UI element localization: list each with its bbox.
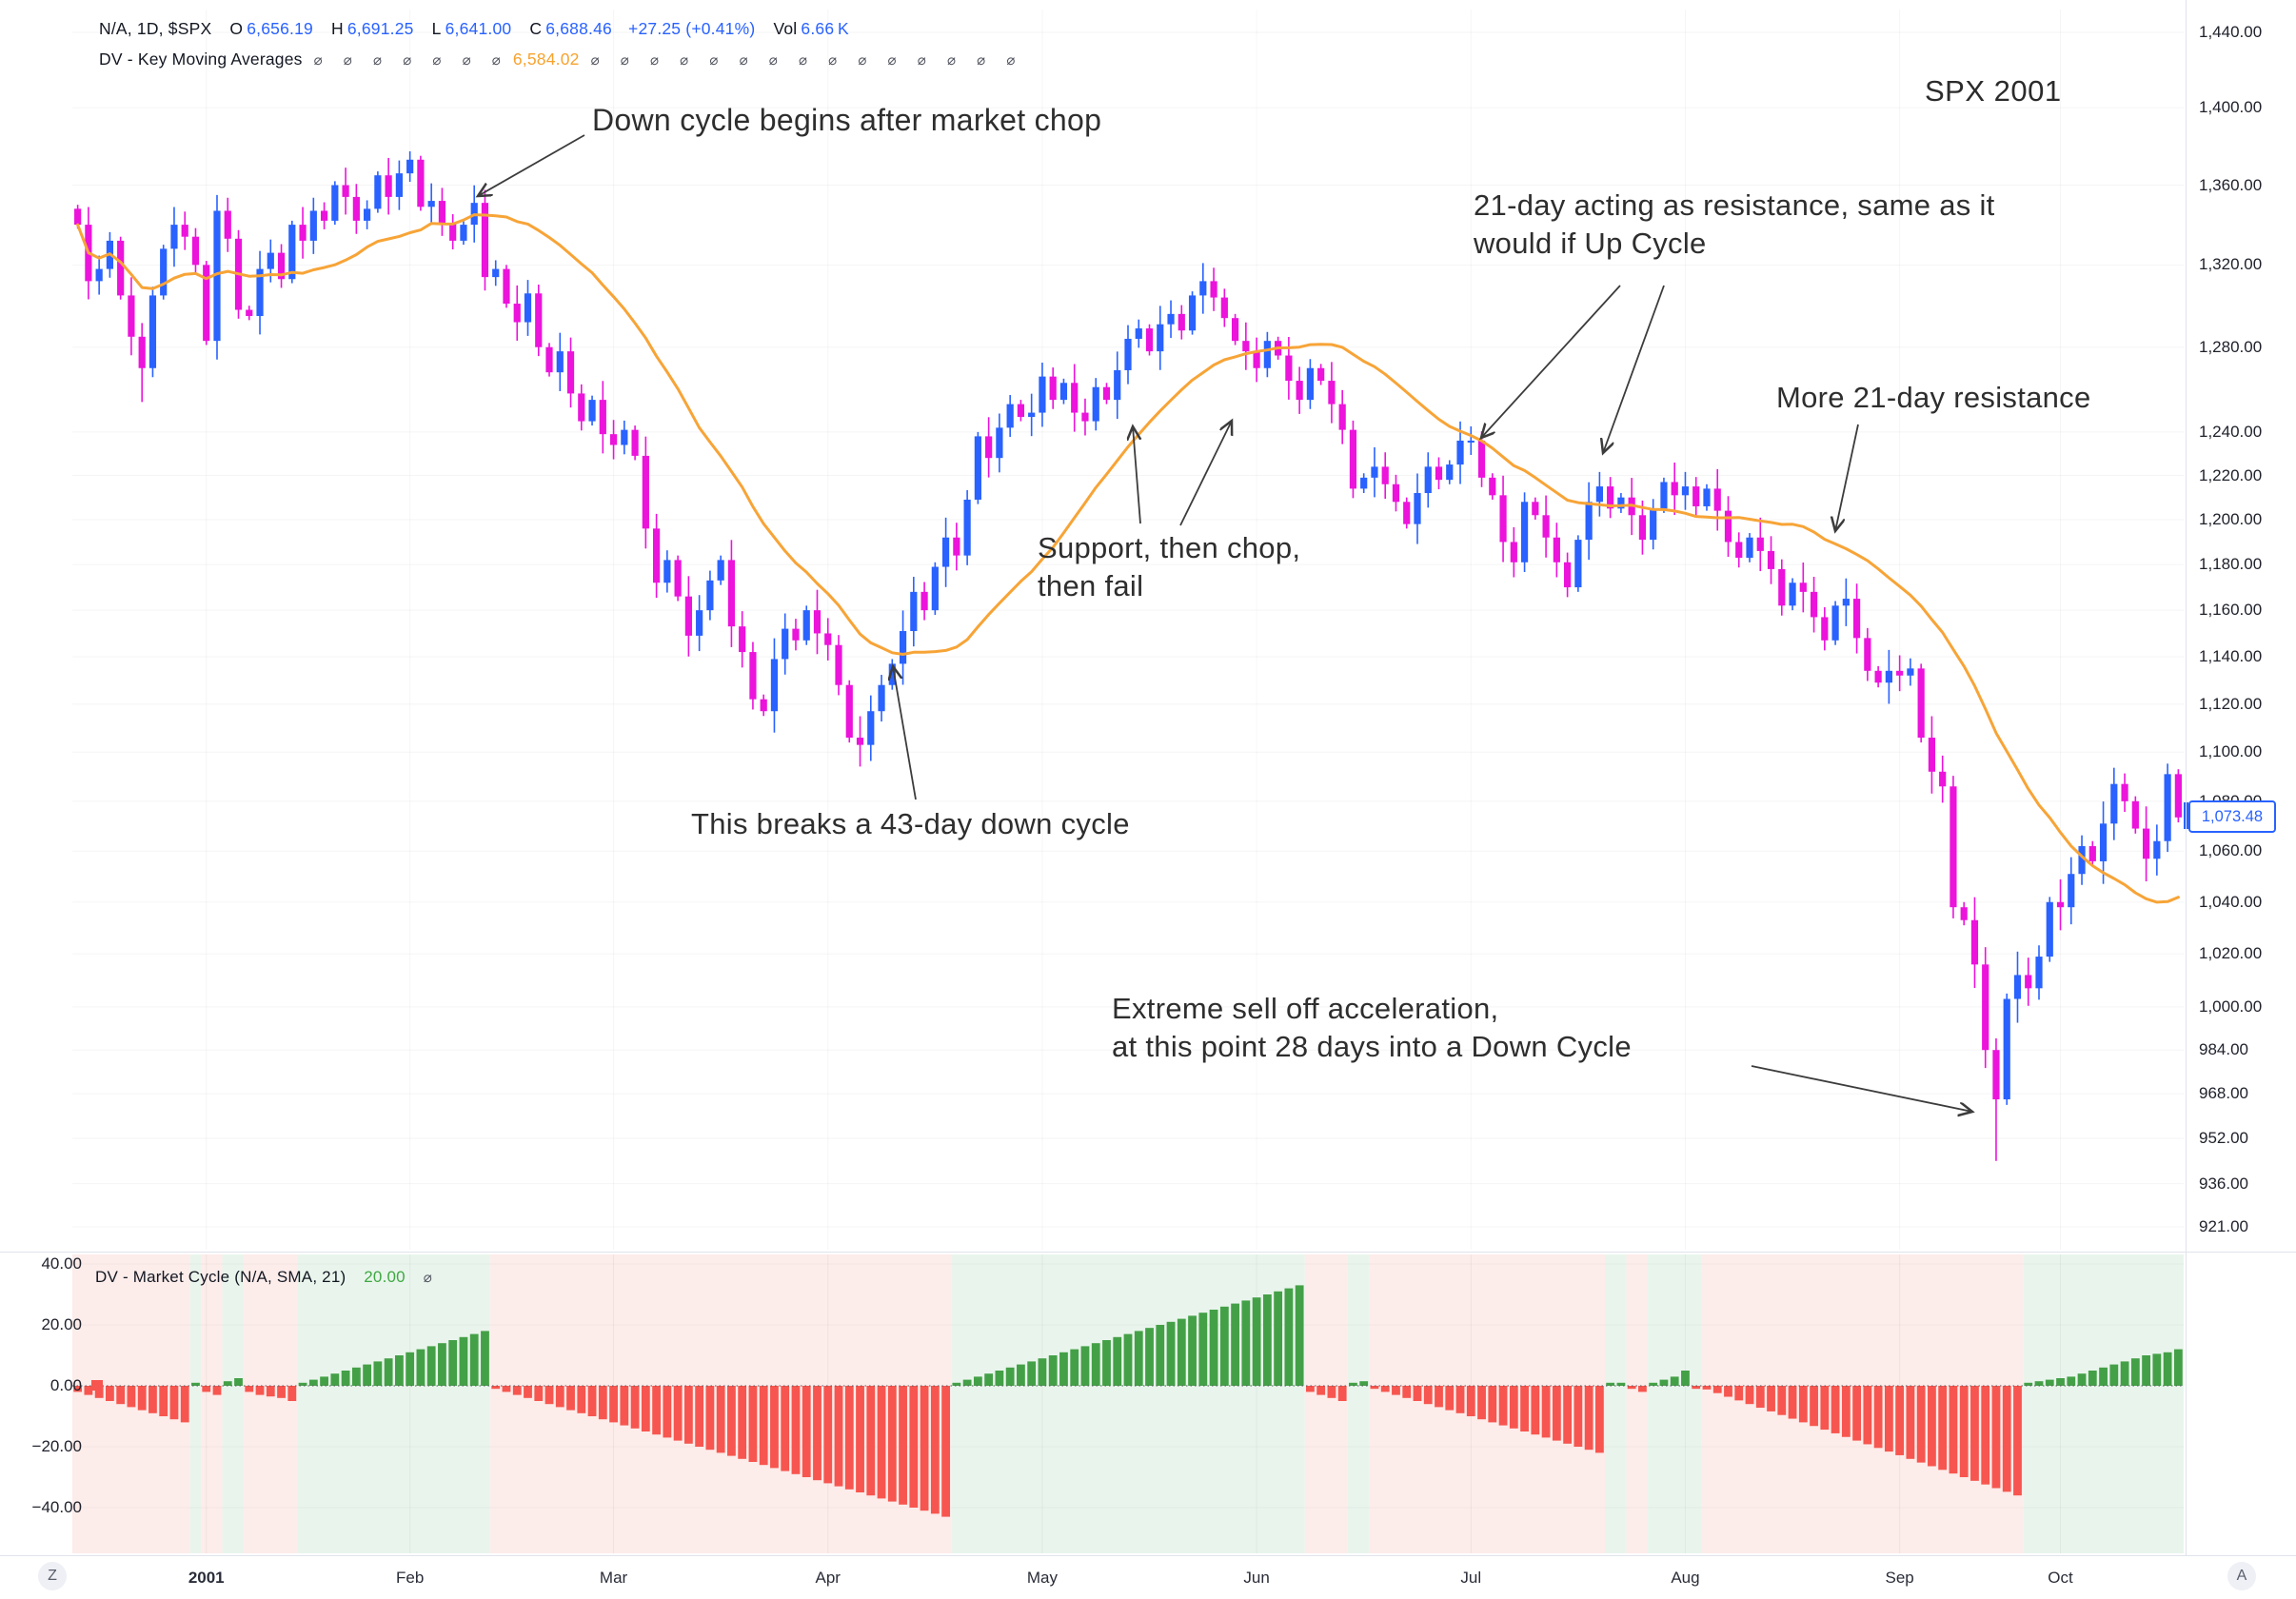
- indicator-hidden-value-icon[interactable]: ⌀: [423, 1270, 432, 1286]
- ma-legend-name: DV - Key Moving Averages: [99, 49, 303, 69]
- annotation-resistance-21-day[interactable]: 21-day acting as resistance, same as it …: [1474, 188, 1995, 260]
- price-axis-border: [2186, 0, 2187, 1555]
- annotation-extreme-selloff[interactable]: Extreme sell off acceleration, at this p…: [1112, 992, 1632, 1063]
- price-tick-label: 1,220.00: [2199, 465, 2263, 484]
- gridlines: [72, 10, 2184, 1553]
- price-tick-label: 1,440.00: [2199, 23, 2263, 41]
- symbol-legend-row[interactable]: N/A, 1D, $SPX O 6,656.19 H 6,691.25 L 6,641…: [99, 19, 853, 39]
- high-value: 6,691.25: [346, 19, 414, 38]
- month-label-mar: Mar: [599, 1569, 628, 1587]
- price-tick-label: 1,320.00: [2199, 255, 2263, 274]
- close-label: C: [529, 19, 543, 38]
- candlestick-series: [74, 151, 2182, 1161]
- price-tick-label: 1,360.00: [2199, 175, 2263, 194]
- annotation-arrow-breaks-43-day: [893, 666, 917, 800]
- annotation-arrow-resistance-21-day: [1481, 285, 1621, 438]
- ma-hidden-values-pre[interactable]: ⌀ ⌀ ⌀ ⌀ ⌀ ⌀ ⌀: [313, 52, 509, 69]
- price-tick-label: 968.00: [2199, 1084, 2248, 1103]
- price-tick-label: 1,020.00: [2199, 944, 2263, 963]
- cycle-background-bands: [72, 1254, 2184, 1553]
- indicator-tick-label: 40.00: [41, 1254, 82, 1273]
- open-label: O: [229, 19, 244, 38]
- price-tick-label: 1,000.00: [2199, 997, 2263, 1016]
- annotation-arrow-more-21-day-resistance: [1835, 424, 1859, 531]
- price-tick-label: 1,160.00: [2199, 601, 2263, 620]
- month-label-aug: Aug: [1671, 1569, 1700, 1587]
- annotation-more-21-day-resistance[interactable]: More 21-day resistance: [1776, 381, 2091, 414]
- month-label-jul: Jul: [1460, 1569, 1482, 1587]
- indicator-value-marker: [91, 1380, 103, 1391]
- time-axis-separator: [0, 1555, 2296, 1556]
- close-value: 6,688.46: [545, 19, 612, 38]
- price-tick-label: 1,240.00: [2199, 422, 2263, 441]
- indicator-tick-label: 0.00: [49, 1376, 82, 1394]
- month-label-apr: Apr: [815, 1569, 841, 1587]
- chart-title: SPX 2001: [1925, 74, 2062, 108]
- annotation-arrows: [478, 134, 1972, 1112]
- price-tick-label: 1,060.00: [2199, 841, 2263, 860]
- annotation-support-chop-fail[interactable]: Support, then chop, then fail: [1038, 531, 1301, 602]
- month-label-oct: Oct: [2048, 1569, 2073, 1587]
- pane-separator[interactable]: [0, 1252, 2296, 1253]
- month-label-feb: Feb: [395, 1569, 425, 1587]
- ma-legend-row[interactable]: DV - Key Moving Averages ⌀ ⌀ ⌀ ⌀ ⌀ ⌀ ⌀ 6,5…: [99, 49, 1027, 69]
- low-label: L: [431, 19, 442, 38]
- timezone-button[interactable]: Z: [38, 1562, 67, 1590]
- market-cycle-histogram: [73, 1285, 2183, 1517]
- price-tick-label: 921.00: [2199, 1217, 2248, 1235]
- price-tick-label: 952.00: [2199, 1129, 2248, 1148]
- ma-21-line: [76, 213, 2180, 904]
- month-label-jun: Jun: [1243, 1569, 1270, 1587]
- month-label-2001: 2001: [188, 1569, 225, 1587]
- indicator-legend-row[interactable]: DV - Market Cycle (N/A, SMA, 21) 20.00 ⌀: [95, 1268, 436, 1287]
- last-price-badge: 1,073.48: [2188, 800, 2276, 833]
- low-value: 6,641.00: [445, 19, 512, 38]
- annotation-arrow-extreme-selloff: [1751, 1065, 1972, 1112]
- annotation-arrow-resistance-21-day: [1603, 285, 1665, 453]
- indicator-tick-label: 20.00: [41, 1315, 82, 1333]
- indicator-tick-label: −40.00: [31, 1498, 82, 1516]
- annotation-arrow-support-chop-fail: [1133, 426, 1140, 524]
- price-tick-label: 1,180.00: [2199, 555, 2263, 574]
- annotation-arrow-down-cycle-begins: [478, 134, 585, 196]
- price-tick-label: 1,100.00: [2199, 742, 2263, 761]
- volume-label: Vol: [773, 19, 798, 38]
- symbol-name: N/A, 1D, $SPX: [99, 19, 212, 38]
- price-tick-label: 1,140.00: [2199, 646, 2263, 665]
- month-label-sep: Sep: [1885, 1569, 1914, 1587]
- volume-value: 6.66 K: [801, 19, 849, 38]
- annotation-breaks-43-day[interactable]: This breaks a 43-day down cycle: [691, 807, 1130, 840]
- indicator-tick-label: −20.00: [31, 1437, 82, 1455]
- change-value: +27.25 (+0.41%): [628, 19, 756, 38]
- price-tick-label: 984.00: [2199, 1040, 2248, 1059]
- ma-value: 6,584.02: [512, 49, 580, 69]
- price-tick-label: 1,040.00: [2199, 892, 2263, 911]
- indicator-name: DV - Market Cycle (N/A, SMA, 21): [95, 1268, 346, 1286]
- ma-hidden-values-post[interactable]: ⌀ ⌀ ⌀ ⌀ ⌀ ⌀ ⌀ ⌀ ⌀ ⌀ ⌀ ⌀ ⌀ ⌀ ⌀: [590, 52, 1024, 69]
- indicator-value: 20.00: [364, 1268, 406, 1286]
- price-tick-label: 1,200.00: [2199, 509, 2263, 528]
- price-tick-label: 936.00: [2199, 1174, 2248, 1193]
- price-tick-label: 1,400.00: [2199, 98, 2263, 117]
- price-tick-label: 1,280.00: [2199, 337, 2263, 356]
- annotation-down-cycle-begins[interactable]: Down cycle begins after market chop: [592, 103, 1102, 137]
- auto-fit-button[interactable]: A: [2227, 1562, 2256, 1590]
- annotation-arrow-support-chop-fail: [1179, 421, 1232, 526]
- high-label: H: [331, 19, 344, 38]
- open-value: 6,656.19: [247, 19, 313, 38]
- price-tick-label: 1,120.00: [2199, 694, 2263, 713]
- month-label-may: May: [1026, 1569, 1058, 1587]
